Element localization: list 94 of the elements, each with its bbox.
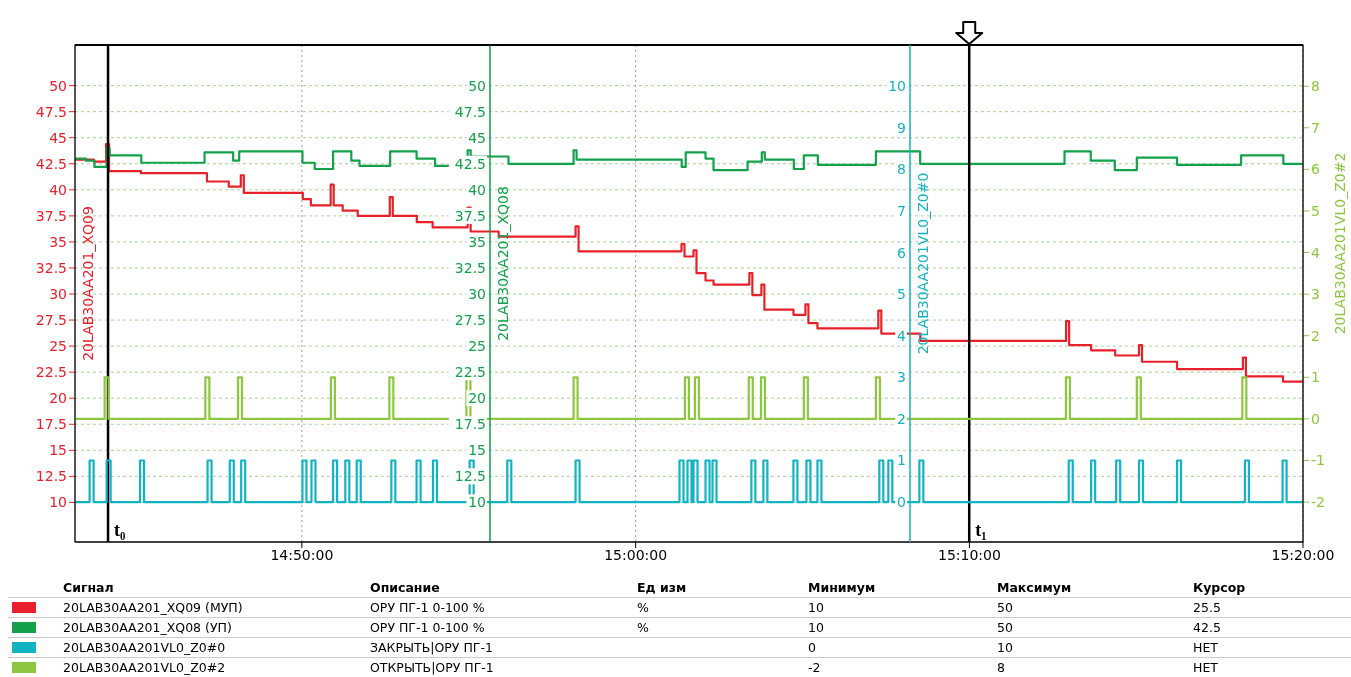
y-tick-label: 7	[897, 202, 906, 219]
y-tick-label: 10	[49, 494, 67, 511]
y2-axis-title: 20LAB30AA201_XQ08	[495, 186, 511, 341]
y-tick-label: 0	[897, 494, 906, 511]
y-axis-title: 20LAB30AA201VL0_Z0#0	[915, 172, 931, 355]
text: %	[637, 620, 650, 635]
x-tick-label: 15:10:00	[937, 546, 1001, 563]
text: 10	[808, 600, 825, 615]
y-tick-label: 25	[49, 338, 67, 355]
y-tick-label: 20	[49, 390, 67, 407]
y-tick-label: 40	[49, 181, 67, 198]
y2-tick-label: 5	[1311, 202, 1320, 219]
y2-tick-label: 25	[468, 338, 486, 355]
legend-label: 20LAB30AA201_XQ09 (МУП)	[63, 600, 244, 615]
y2-tick-label: 8	[1311, 78, 1320, 95]
y2-tick-label: 20	[468, 390, 486, 407]
y2-tick-label: 42.5	[454, 155, 486, 172]
text: ОРУ ПГ-1 0-100 %	[370, 600, 486, 615]
ref-line-label: t₀	[114, 520, 126, 540]
y-tick-label: 8	[897, 161, 906, 178]
y-tick-label: 10	[888, 78, 906, 95]
text: Максимум	[997, 580, 1073, 595]
y-tick-label: 30	[49, 285, 67, 302]
y2-tick-label: 6	[1311, 161, 1320, 178]
y-tick-label: 3	[897, 369, 906, 386]
text: Сигнал	[63, 580, 115, 595]
y-tick-label: 6	[897, 244, 907, 261]
text: 25.5	[1193, 600, 1222, 615]
y-tick-label: 32.5	[35, 259, 67, 276]
text: 0	[808, 640, 817, 655]
text: Описание	[370, 580, 441, 595]
y2-tick-label: 22.5	[454, 364, 486, 381]
y-tick-label: 27.5	[35, 312, 67, 329]
y-tick-label: 45	[49, 129, 67, 146]
y2-tick-label: 50	[468, 77, 486, 94]
y2-tick-label: 30	[468, 286, 486, 303]
y-tick-label: 5	[897, 286, 906, 303]
y2-tick-label: -1	[1311, 452, 1325, 469]
y2-tick-label: 17.5	[454, 416, 486, 433]
legend-label: 20LAB30AA201VL0_Z0#2	[63, 660, 227, 675]
y2-tick-label: 27.5	[454, 312, 486, 329]
y-tick-label: 12.5	[35, 468, 67, 485]
text: ЗАКРЫТЬ|ОРУ ПГ-1	[370, 640, 494, 655]
y2-tick-label: 32.5	[454, 259, 486, 276]
x-tick-label: 15:20:00	[1271, 546, 1335, 563]
y-tick-label: 1	[897, 452, 906, 469]
y-tick-label: 42.5	[35, 155, 67, 172]
y2-tick-label: 3	[1311, 286, 1320, 303]
y2-tick-label: 2	[1311, 327, 1320, 344]
y-tick-label: 47.5	[35, 103, 67, 120]
y-tick-label: 37.5	[35, 207, 67, 224]
y2-tick-label: 4	[1311, 244, 1320, 261]
text: 10	[997, 640, 1014, 655]
text: Минимум	[808, 580, 877, 595]
ref-line-label: t₁	[975, 520, 987, 540]
y-tick-label: 50	[49, 77, 67, 94]
y-tick-label: 2	[897, 410, 906, 427]
y2-axis-title: 20LAB30AA201VL0_Z0#2	[1332, 152, 1348, 335]
y2-tick-label: 7	[1311, 119, 1320, 136]
text: -2	[808, 660, 822, 675]
text: 10	[808, 620, 825, 635]
y2-tick-label: 47.5	[454, 103, 486, 120]
y2-tick-label: 10	[468, 494, 486, 511]
text: 50	[997, 620, 1014, 635]
y2-tick-label: 15	[468, 442, 486, 459]
text: 50	[997, 600, 1014, 615]
legend-label: 20LAB30AA201_XQ08 (УП)	[63, 620, 233, 635]
y2-tick-label: 1	[1311, 369, 1320, 386]
y-tick-label: 17.5	[35, 416, 67, 433]
y-tick-label: 9	[897, 119, 906, 136]
text: НЕТ	[1193, 640, 1219, 655]
y2-tick-label: 40	[468, 181, 486, 198]
y2-tick-label: 35	[468, 233, 486, 250]
text: Ед изм	[637, 580, 688, 595]
text: НЕТ	[1193, 660, 1219, 675]
y-axis-title: 20LAB30AA201_XQ09	[80, 206, 96, 361]
text: 42.5	[1193, 620, 1222, 635]
text: %	[637, 600, 650, 615]
legend-label: 20LAB30AA201VL0_Z0#0	[63, 640, 227, 655]
y2-tick-label: 0	[1311, 410, 1320, 427]
text: 8	[997, 660, 1006, 675]
x-tick-label: 14:50:00	[270, 546, 334, 563]
y-tick-label: 15	[49, 442, 67, 459]
y-tick-label: 22.5	[35, 364, 67, 381]
text: ОРУ ПГ-1 0-100 %	[370, 620, 486, 635]
y2-tick-label: 37.5	[454, 207, 486, 224]
text: Курсор	[1193, 580, 1247, 595]
x-tick-label: 15:00:00	[604, 546, 668, 563]
y-tick-label: 4	[897, 327, 907, 344]
y2-tick-label: 12.5	[454, 468, 486, 485]
y2-tick-label: -2	[1311, 494, 1325, 511]
text: ОТКРЫТЬ|ОРУ ПГ-1	[370, 660, 495, 675]
y2-tick-label: 45	[468, 129, 486, 146]
y-tick-label: 35	[49, 233, 67, 250]
